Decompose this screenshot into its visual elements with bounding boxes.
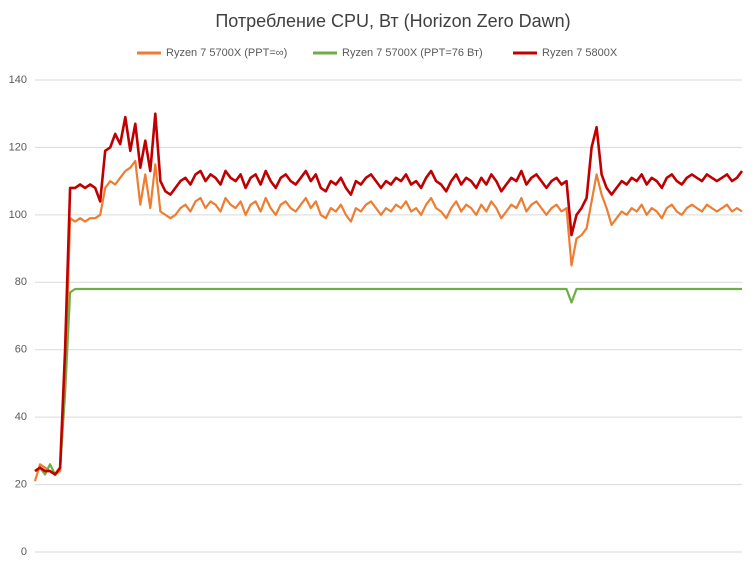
y-tick-label: 40 <box>15 411 27 423</box>
y-tick-label: 20 <box>15 478 27 490</box>
y-tick-label: 100 <box>9 209 27 221</box>
y-tick-label: 80 <box>15 276 27 288</box>
y-tick-label: 120 <box>9 141 27 153</box>
y-tick-label: 0 <box>21 546 27 558</box>
series-line <box>33 159 743 482</box>
legend-label: Ryzen 7 5700X (PPT=∞) <box>166 47 287 59</box>
legend-label: Ryzen 7 5800X <box>542 47 618 59</box>
series-line <box>34 287 742 476</box>
series-line <box>34 112 744 476</box>
chart-title: Потребление CPU, Вт (Horizon Zero Dawn) <box>215 11 570 31</box>
legend-label: Ryzen 7 5700X (PPT=76 Вт) <box>342 47 483 59</box>
y-tick-label: 60 <box>15 344 27 356</box>
y-tick-label: 140 <box>9 74 27 86</box>
